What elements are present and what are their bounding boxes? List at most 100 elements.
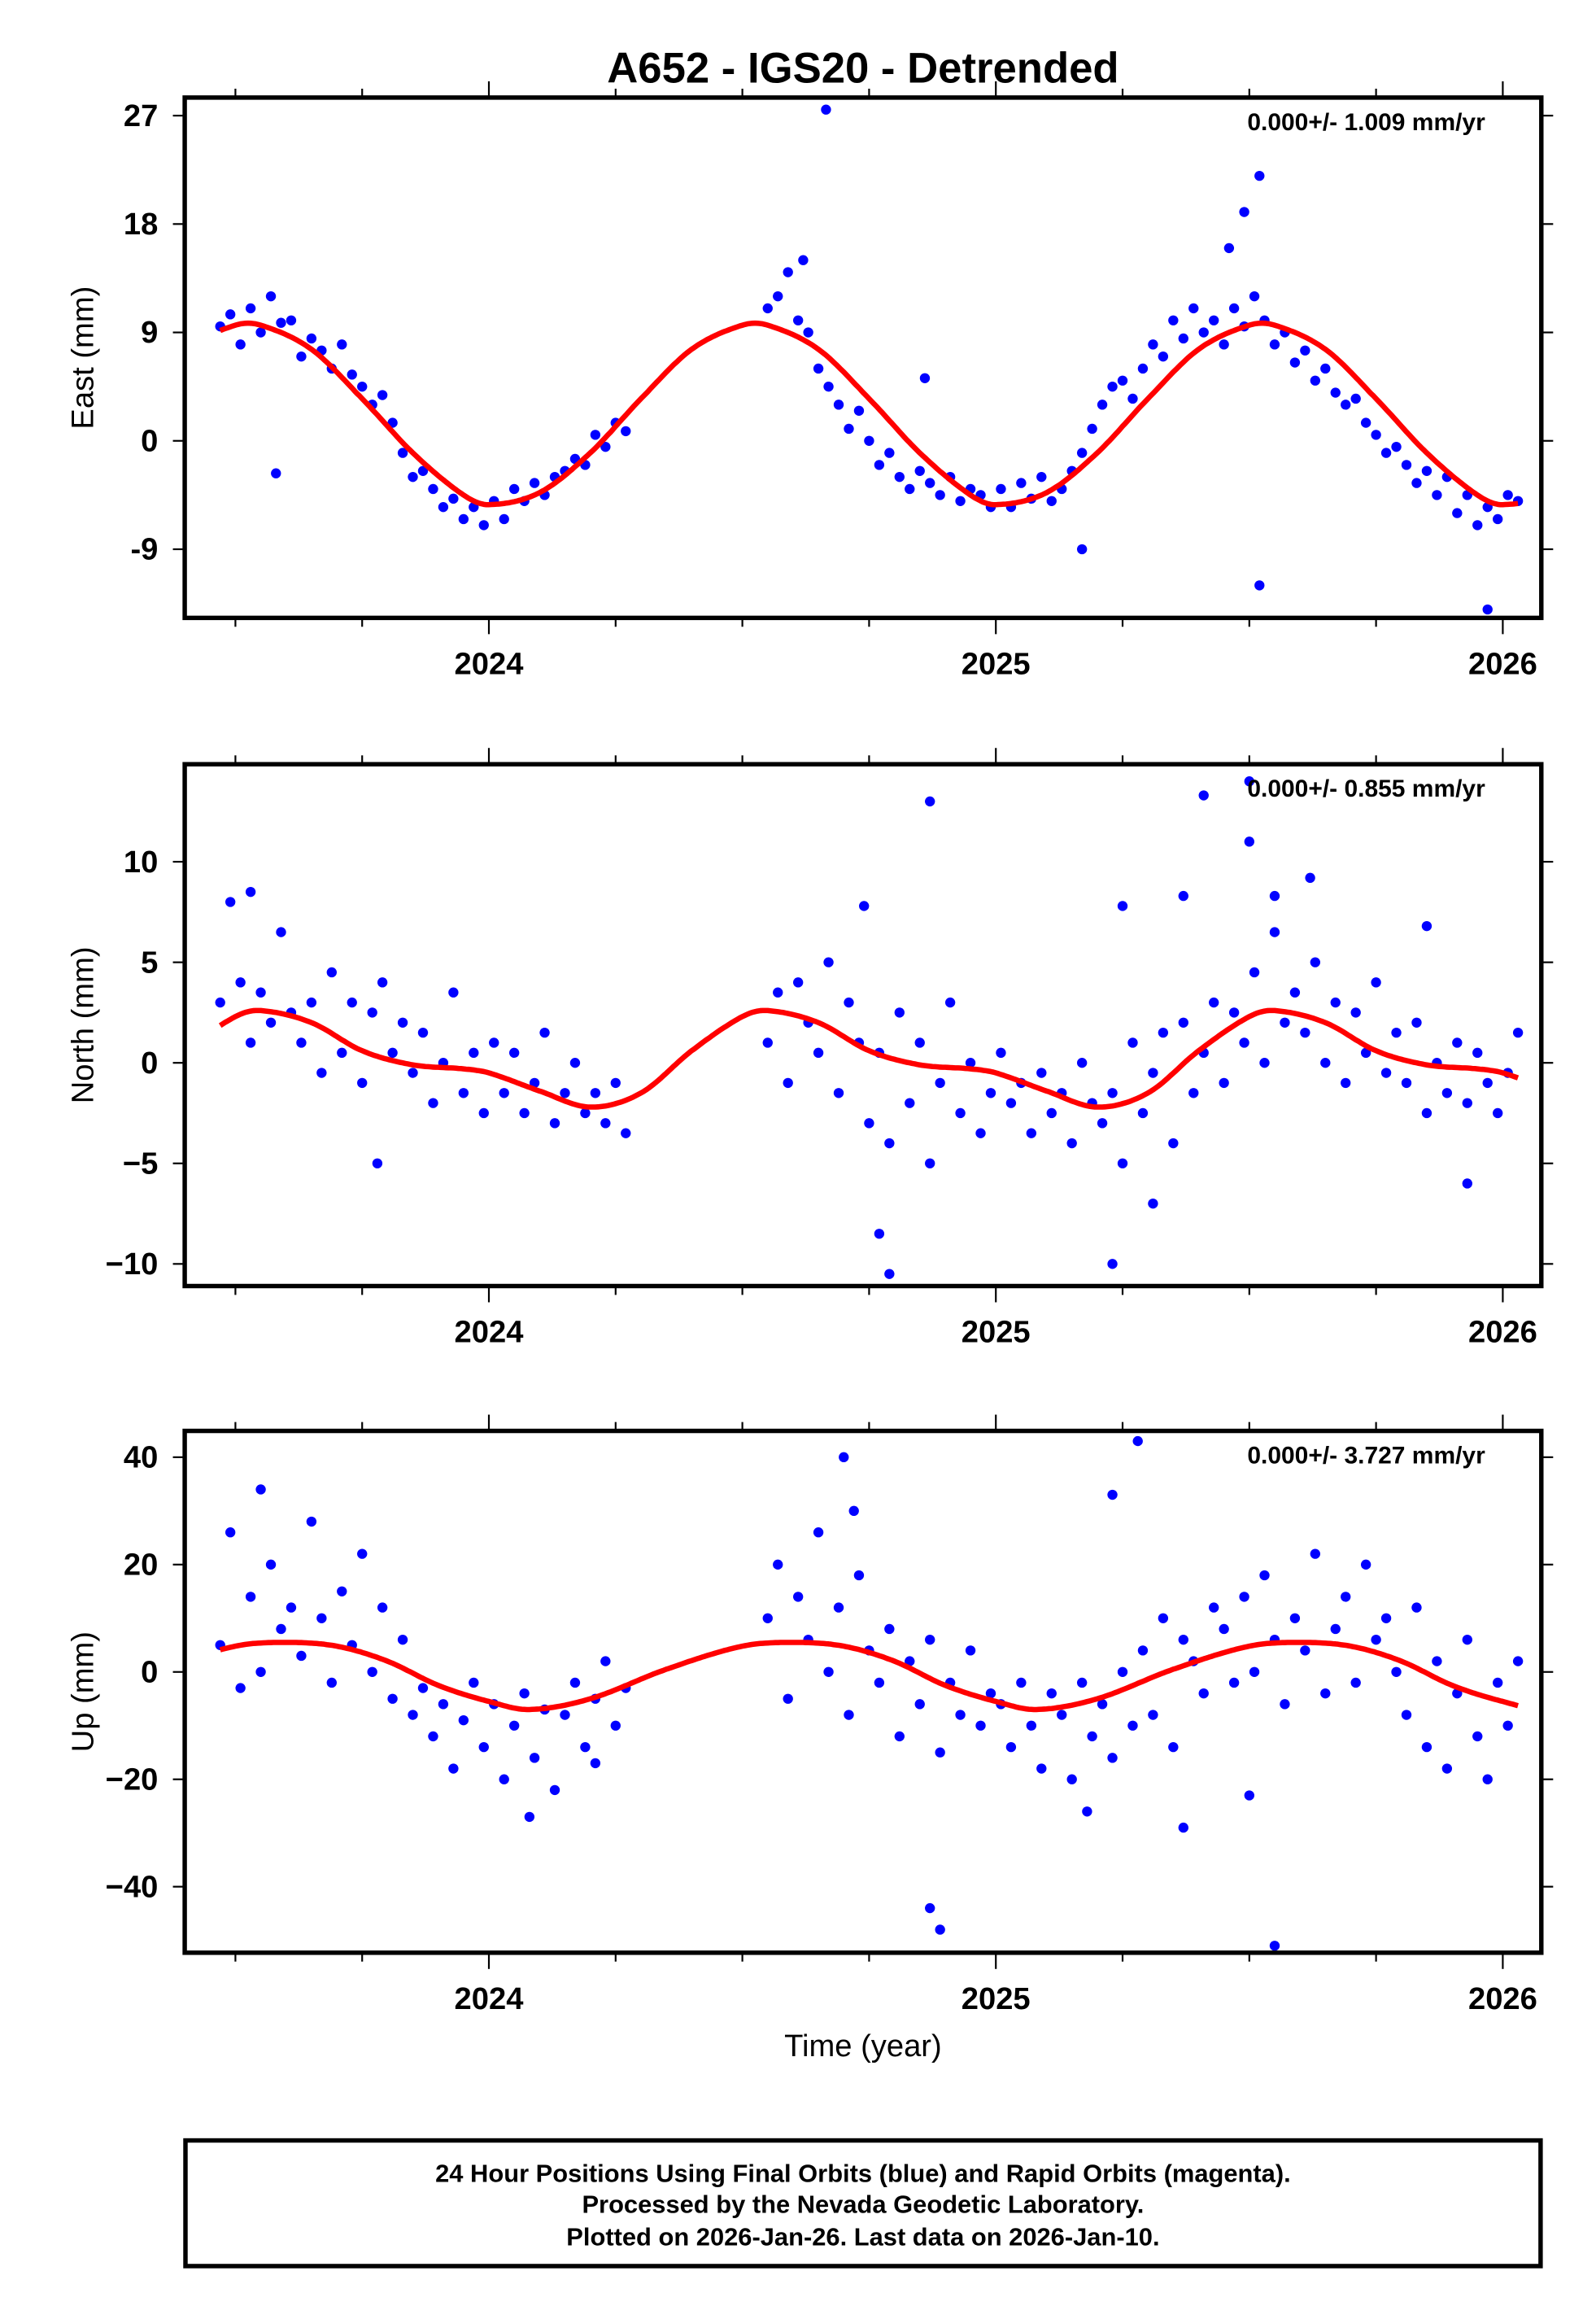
data-point [1076, 448, 1088, 458]
data-point [276, 927, 286, 937]
data-point [1117, 375, 1128, 386]
y-tick-label: 9 [141, 315, 158, 350]
data-point [357, 381, 368, 392]
data-point [853, 405, 865, 416]
data-point [387, 1693, 398, 1704]
data-point [296, 1650, 307, 1662]
data-point [508, 483, 520, 495]
data-point [813, 363, 824, 374]
data-point [1411, 1602, 1422, 1613]
data-point [844, 997, 854, 1008]
data-point [276, 1623, 286, 1635]
data-point [844, 423, 854, 435]
data-point [316, 1613, 327, 1623]
data-point [1289, 987, 1301, 998]
outlier-point [821, 104, 831, 115]
outlier-point [1198, 790, 1209, 801]
data-point [1320, 363, 1331, 374]
data-point [255, 987, 266, 998]
y-axis-label: North (mm) [65, 946, 100, 1103]
data-point [955, 1710, 966, 1720]
data-point [935, 490, 945, 500]
data-point [448, 987, 459, 998]
data-point [1472, 1047, 1483, 1059]
outlier-point [590, 1758, 601, 1769]
data-point [792, 1592, 804, 1602]
data-point [265, 1559, 277, 1570]
data-point [1148, 1710, 1158, 1720]
data-point [1310, 957, 1321, 967]
data-point [884, 1138, 895, 1149]
data-point [600, 1118, 611, 1129]
x-tick-label: 2024 [455, 1315, 524, 1350]
data-point [1341, 400, 1351, 410]
data-point [1046, 1688, 1057, 1699]
x-tick-label: 2025 [962, 1315, 1031, 1350]
data-point [621, 1128, 631, 1138]
y-tick-label: −40 [106, 1869, 159, 1904]
data-point [265, 290, 277, 302]
data-point [1462, 1098, 1472, 1108]
data-point [235, 339, 246, 350]
data-point [508, 1047, 520, 1059]
data-point [1097, 1699, 1108, 1710]
data-point [1341, 1592, 1351, 1602]
data-point [610, 1077, 621, 1089]
data-point [1330, 387, 1341, 398]
data-point [955, 496, 966, 506]
outlier-point [1076, 544, 1088, 555]
data-point [438, 502, 449, 513]
north-plot-frame [182, 762, 1544, 1289]
data-point [397, 1635, 408, 1645]
data-point [783, 267, 793, 277]
data-point [245, 1592, 256, 1602]
data-point [792, 977, 804, 988]
data-point [469, 1677, 479, 1688]
data-point [965, 1058, 976, 1068]
data-point [1350, 1677, 1361, 1688]
data-point [1117, 1158, 1128, 1168]
data-point [245, 303, 256, 314]
data-point [600, 1656, 611, 1666]
data-point [1452, 1037, 1463, 1048]
outlier-point [874, 1229, 885, 1239]
outlier-point [1421, 920, 1432, 932]
data-point [397, 1017, 408, 1028]
data-point [935, 1747, 945, 1758]
outlier-point [1223, 242, 1235, 254]
data-point [1360, 1559, 1371, 1570]
outlier-point [848, 1505, 859, 1517]
data-point [823, 957, 834, 967]
up-panel: 2024 2025 2026 40 20 0 −20 −40 Up (mm) 0.000+/- 3… [65, 1414, 1554, 2016]
data-point [1046, 496, 1057, 506]
data-point [773, 1559, 783, 1570]
x-tick-label: 2025 [962, 1981, 1031, 2016]
x-tick-label: 2026 [1468, 646, 1537, 681]
data-point [905, 1098, 915, 1108]
north-panel: 2024 2025 2026 10 5 0 −5 −10 North (mm) 0.000+/- … [65, 748, 1554, 1350]
data-point [833, 1088, 844, 1098]
data-point [417, 465, 429, 476]
data-point [1452, 508, 1463, 518]
data-point [905, 483, 915, 495]
data-point [1371, 430, 1381, 440]
up-data-points [215, 1435, 1524, 1951]
data-point [1300, 1027, 1310, 1038]
x-axis-label: Time (year) [784, 2029, 942, 2064]
data-point [783, 1693, 793, 1704]
outlier-point [271, 468, 281, 478]
data-point [1188, 303, 1199, 314]
data-point [1209, 315, 1219, 325]
data-point [1482, 1077, 1493, 1089]
data-point [448, 1763, 459, 1774]
data-point [884, 448, 895, 458]
data-point [621, 426, 631, 437]
data-point [225, 897, 236, 907]
outlier-point [919, 373, 931, 383]
y-tick-label: 0 [141, 1046, 158, 1081]
x-tick-label: 2026 [1468, 1981, 1537, 2016]
data-point [1137, 363, 1149, 374]
data-point [1046, 1107, 1057, 1119]
outlier-point [1244, 1790, 1254, 1801]
